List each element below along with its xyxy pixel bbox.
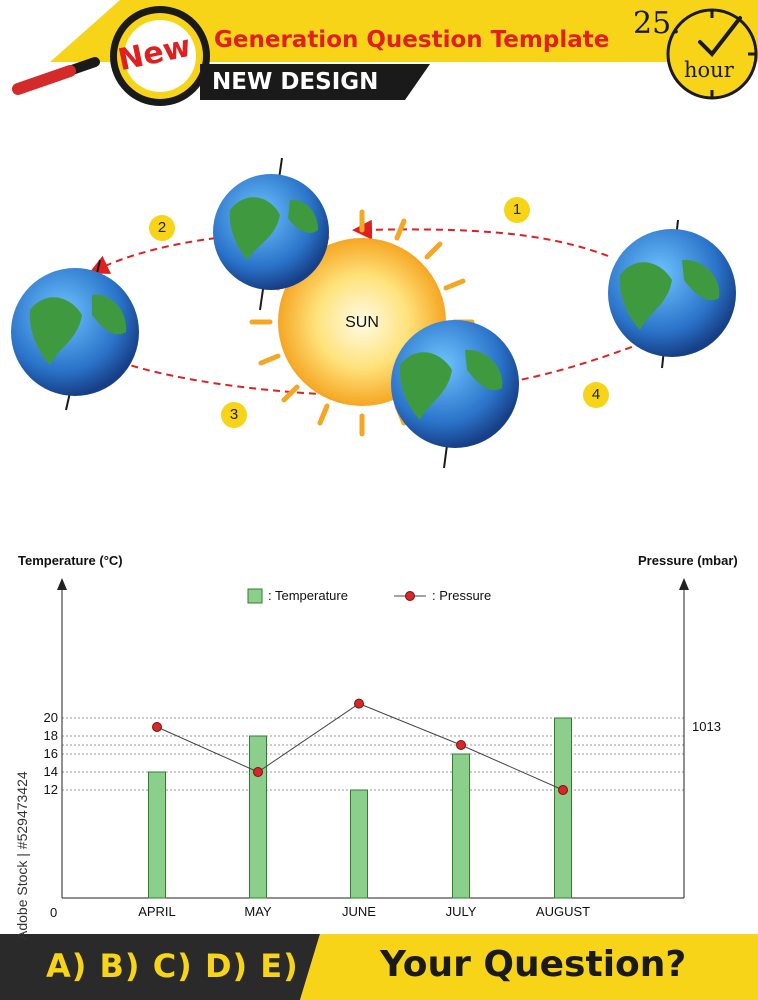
temperature-bar	[350, 789, 368, 899]
y-tick-label: 14	[43, 764, 58, 779]
question-text: Your Question?	[380, 944, 687, 985]
sun-label: SUN	[345, 314, 379, 331]
legend-temperature-swatch	[247, 588, 263, 604]
earth-position-1	[608, 219, 736, 369]
page-title: Generation Question Template	[214, 27, 610, 53]
temperature-bar	[249, 735, 267, 899]
pressure-point	[558, 785, 568, 795]
clock-icon	[666, 8, 758, 100]
y-tick-label: 18	[43, 728, 58, 743]
orbit-path-3	[119, 361, 388, 406]
y-tick-label: 12	[43, 782, 58, 797]
origin-label: 0	[50, 905, 58, 920]
pressure-point	[456, 740, 466, 750]
subtitle-band	[200, 64, 430, 100]
pressure-point	[152, 722, 162, 732]
pressure-point	[253, 767, 263, 777]
x-tick-label: APRIL	[138, 904, 176, 919]
line-layer	[152, 698, 568, 795]
answer-options: A) B) C) D) E)	[46, 947, 299, 985]
legend-pressure-marker	[405, 591, 415, 601]
footer-answers-band	[0, 934, 320, 1000]
right-axis-arrow-icon	[679, 578, 689, 590]
x-tick-label: JULY	[445, 904, 477, 919]
page-subtitle: NEW DESIGN	[212, 69, 379, 95]
position-badge-2: 2	[149, 215, 175, 241]
x-tick-label: JUNE	[342, 904, 376, 919]
temperature-bar	[452, 753, 470, 899]
left-axis-title: Temperature (°C)	[18, 553, 123, 568]
right-tick-label: 1013	[692, 719, 721, 734]
orbit-path-1	[352, 219, 609, 257]
left-axis-arrow-icon	[57, 578, 67, 590]
earth-position-2	[213, 157, 329, 311]
x-tick-label: AUGUST	[535, 904, 591, 919]
right-axis-title: Pressure (mbar)	[638, 553, 738, 568]
position-badge-4: 4	[583, 382, 609, 408]
orbit-path-2	[88, 237, 217, 274]
clock-number: 25.	[633, 6, 681, 41]
legend-pressure-label: : Pressure	[432, 588, 492, 603]
y-tick-label: 16	[43, 746, 58, 761]
footer-question-band	[300, 934, 758, 1000]
pressure-line	[156, 703, 564, 791]
position-badge-3: 3	[221, 402, 247, 428]
magnifier-icon	[12, 6, 210, 106]
temperature-bar	[554, 717, 572, 899]
legend-temperature-label: : Temperature	[268, 588, 348, 603]
stock-id-text: Adobe Stock | #529473424	[14, 771, 30, 940]
orbit-diagram	[11, 157, 736, 469]
earth-position-4	[391, 320, 519, 469]
clock-unit: hour	[684, 58, 734, 82]
y-tick-label: 20	[43, 710, 58, 725]
earth-position-3	[11, 259, 139, 411]
bar-layer	[148, 717, 572, 899]
position-badge-1: 1	[504, 197, 530, 223]
pressure-point	[354, 698, 364, 709]
chart-area	[57, 578, 689, 899]
stock-watermark: Adobe Stock | #529473424	[14, 760, 34, 940]
x-tick-label: MAY	[244, 904, 272, 919]
temperature-bar	[148, 771, 166, 899]
